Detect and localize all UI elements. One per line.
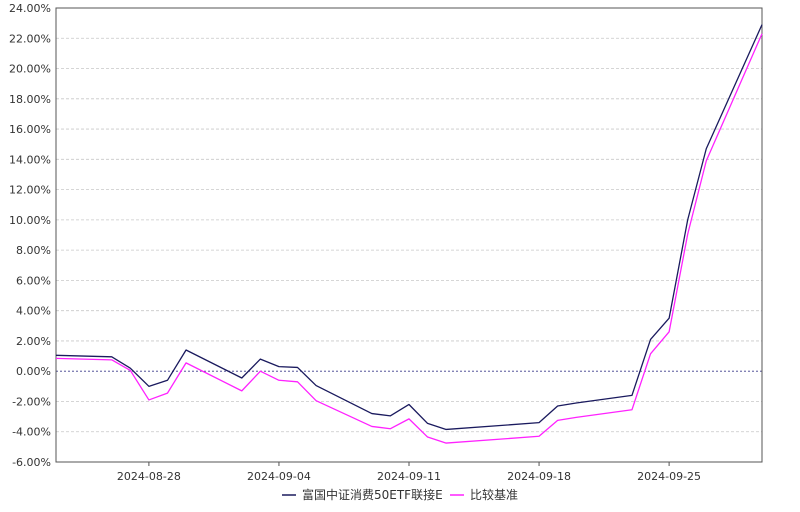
y-tick-label: 2.00% [16, 335, 51, 348]
y-tick-label: 16.00% [9, 123, 51, 136]
y-tick-label: -4.00% [12, 426, 51, 439]
y-tick-label: 12.00% [9, 184, 51, 197]
legend-label-1: 比较基准 [470, 487, 518, 502]
x-tick-label: 2024-09-04 [247, 470, 311, 483]
y-tick-label: -6.00% [12, 456, 51, 469]
y-tick-label: 14.00% [9, 153, 51, 166]
series-line-0 [55, 24, 763, 431]
axis-layer: -6.00% -4.00% -2.00% 0.00% 2.00% 4.00% 6.00% 8.… [9, 2, 763, 483]
y-tick-label: 10.00% [9, 214, 51, 227]
series-line-1 [55, 33, 763, 444]
y-tick-label: 0.00% [16, 365, 51, 378]
legend: 富国中证消费50ETF联接E 比较基准 [282, 487, 518, 502]
series-layer [55, 24, 763, 444]
y-tick-label: 22.00% [9, 32, 51, 45]
y-tick-label: 20.00% [9, 63, 51, 76]
plot-border [55, 7, 763, 463]
x-tick-label: 2024-08-28 [117, 470, 181, 483]
y-tick-label: 8.00% [16, 244, 51, 257]
y-tick-label: 4.00% [16, 305, 51, 318]
y-tick-label: -2.00% [12, 395, 51, 408]
y-tick-label: 18.00% [9, 93, 51, 106]
legend-label-0: 富国中证消费50ETF联接E [302, 487, 443, 502]
x-tick-label: 2024-09-11 [377, 470, 441, 483]
x-tick-label: 2024-09-18 [507, 470, 571, 483]
y-tick-label: 6.00% [16, 274, 51, 287]
x-tick-label: 2024-09-25 [637, 470, 701, 483]
grid-layer [56, 37, 762, 433]
y-tick-label: 24.00% [9, 2, 51, 15]
